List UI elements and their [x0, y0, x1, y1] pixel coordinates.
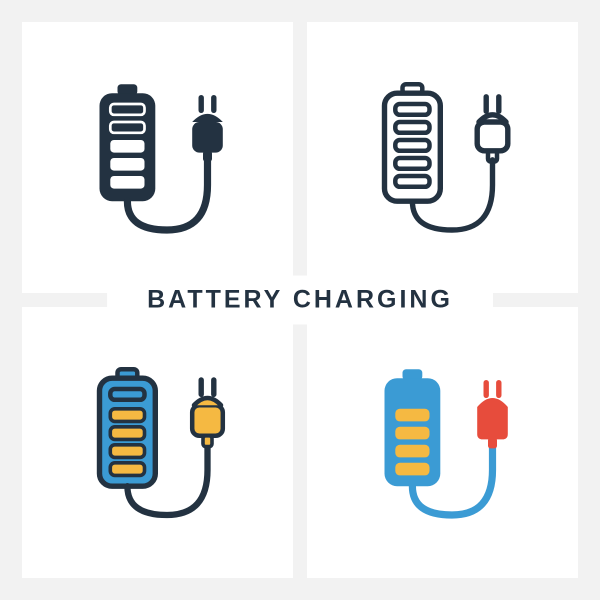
battery-charging-filled-icon [68, 68, 248, 248]
tile-filled [22, 22, 293, 293]
tile-duotone [22, 307, 293, 578]
tile-outline [307, 22, 578, 293]
page-title: BATTERY CHARGING [147, 286, 453, 315]
battery-charging-duotone-icon [68, 353, 248, 533]
battery-charging-outline-icon [353, 68, 533, 248]
title-bar: BATTERY CHARGING [107, 276, 493, 325]
tile-flat [307, 307, 578, 578]
battery-charging-flat-icon [353, 353, 533, 533]
